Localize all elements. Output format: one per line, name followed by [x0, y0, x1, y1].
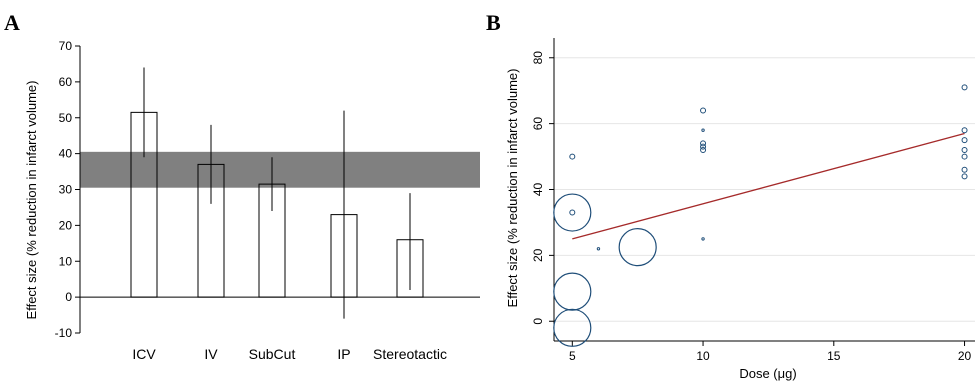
- data-point: [700, 143, 707, 150]
- panel-a-y-ticks: -10 0 10 20 30 40 50 60 70: [55, 39, 80, 340]
- data-point: [961, 173, 968, 180]
- x-tick-label: 15: [827, 349, 841, 363]
- category-label: IV: [204, 346, 218, 362]
- data-point: [701, 237, 705, 241]
- panel-a: A -10 0 10 20 30 40 50 60 70 ICV IV SubCut IP Stereo…: [4, 10, 480, 362]
- x-tick-label: 5: [569, 349, 576, 363]
- panel-b: B 0 20 40 60 80 5 10 15 20 Effect size (% reduc…: [486, 10, 975, 381]
- data-point: [700, 107, 707, 114]
- category-label: Stereotactic: [373, 346, 447, 362]
- y-tick-label: 10: [59, 254, 73, 268]
- panel-b-y-ticks: 0 20 40 60 80: [531, 51, 554, 325]
- category-label: IP: [337, 346, 350, 362]
- y-tick-label: 30: [59, 183, 73, 197]
- category-label: SubCut: [249, 346, 296, 362]
- y-tick-label: 20: [59, 218, 73, 232]
- data-point: [961, 146, 968, 153]
- panel-a-label: A: [4, 10, 20, 35]
- x-tick-label: 10: [696, 349, 710, 363]
- data-point: [701, 128, 705, 132]
- data-point: [596, 247, 601, 251]
- data-point: [553, 308, 592, 347]
- y-tick-label: -10: [55, 326, 73, 340]
- error-bars: [143, 67, 411, 319]
- y-tick-label: 40: [531, 183, 545, 197]
- panel-b-x-ticks: 5 10 15 20: [569, 341, 972, 363]
- y-tick-label: 50: [59, 111, 73, 125]
- panel-a-y-axis-label: Effect size (% reduction in infarct volu…: [24, 81, 39, 320]
- data-point: [961, 84, 968, 91]
- bars: [130, 111, 424, 298]
- y-tick-label: 40: [59, 147, 73, 161]
- panel-a-x-ticks: ICV IV SubCut IP Stereotactic: [132, 346, 447, 362]
- data-points: [553, 84, 968, 347]
- data-point: [700, 146, 707, 153]
- data-point: [569, 153, 576, 160]
- panel-b-label: B: [486, 10, 501, 35]
- y-tick-label: 0: [65, 290, 72, 304]
- data-point: [553, 272, 592, 311]
- data-point: [961, 127, 968, 134]
- fit-line-group: [572, 132, 965, 240]
- fit-line: [572, 132, 965, 240]
- y-tick-label: 60: [59, 75, 73, 89]
- panel-b-y-axis-label: Effect size (% reduction in infarct volu…: [505, 69, 520, 308]
- data-point: [961, 137, 968, 144]
- y-tick-label: 80: [531, 51, 545, 65]
- category-label: ICV: [132, 346, 156, 362]
- data-point: [961, 153, 968, 160]
- data-point: [700, 140, 707, 147]
- x-tick-label: 20: [958, 349, 972, 363]
- data-point: [961, 166, 968, 173]
- pooled-effect-band-group: [80, 151, 480, 188]
- y-tick-label: 0: [531, 318, 545, 325]
- y-tick-label: 60: [531, 117, 545, 131]
- pooled-effect-band: [80, 151, 480, 188]
- y-tick-label: 20: [531, 248, 545, 262]
- data-point: [569, 209, 576, 216]
- data-point: [618, 228, 657, 267]
- data-point: [553, 193, 592, 232]
- panel-b-gridlines: [554, 57, 975, 322]
- panel-b-x-axis-label: Dose (μg): [739, 366, 796, 381]
- y-tick-label: 70: [59, 39, 73, 53]
